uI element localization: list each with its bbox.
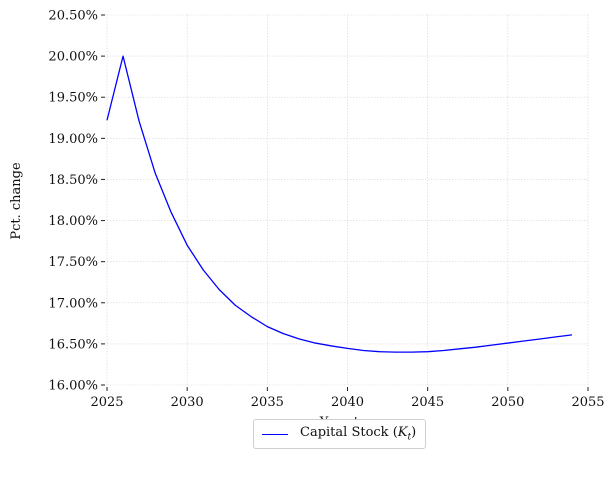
y-tick-label: 16.50%	[48, 337, 98, 352]
y-tick-label: 19.00%	[48, 132, 98, 147]
x-axis: 2025 2030 2035 2040 2045 2050 2055	[90, 387, 605, 410]
y-tick-label: 16.00%	[48, 379, 98, 394]
x-tick-label: 2045	[411, 395, 444, 410]
x-tick-label: 2050	[491, 395, 524, 410]
series-layer	[106, 55, 573, 353]
legend: Capital Stock (Kt)	[253, 419, 426, 449]
y-tick-label: 17.00%	[48, 296, 98, 311]
y-tick-label: 18.50%	[48, 173, 98, 188]
x-tick-label: 2055	[571, 395, 604, 410]
x-tick-label: 2040	[331, 395, 364, 410]
legend-label-capital-stock: Capital Stock (Kt)	[300, 425, 417, 443]
y-tick-label: 20.00%	[48, 50, 98, 65]
grid-lines	[106, 14, 589, 386]
y-tick-label: 17.50%	[48, 255, 98, 270]
legend-swatch-capital-stock	[262, 433, 288, 435]
x-tick-label: 2025	[90, 395, 123, 410]
y-tick-label: 19.50%	[48, 91, 98, 106]
y-axis: 16.00% 16.50% 17.00% 17.50% 18.00% 18.50% 19.0…	[48, 9, 105, 394]
y-axis-label: Pct. change	[9, 162, 24, 240]
x-tick-label: 2035	[251, 395, 284, 410]
y-tick-label: 20.50%	[48, 9, 98, 24]
y-tick-label: 18.00%	[48, 214, 98, 229]
x-tick-label: 2030	[171, 395, 204, 410]
series-line-capital-stock	[106, 55, 573, 353]
